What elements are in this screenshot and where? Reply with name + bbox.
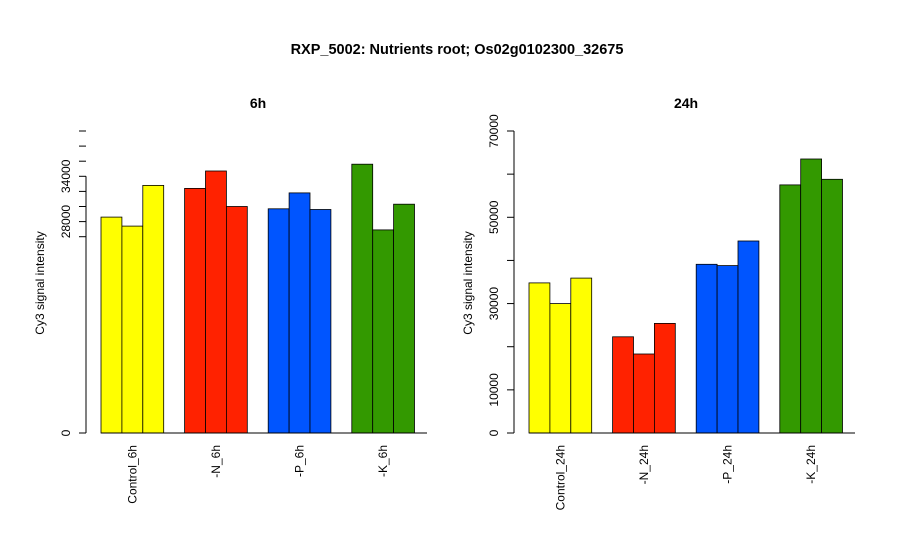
y-tick-label: 28000	[59, 205, 73, 239]
x-tick-label--K_24h: -K_24h	[804, 445, 818, 484]
plot-area-24h: Control_24h -N_24h -P_24h -K_24h 0 10000 30000…	[487, 114, 855, 510]
bar--N_24h-2	[633, 353, 655, 434]
x-tick-label--N_6h: -N_6h	[209, 445, 223, 478]
bar--P_6h-2	[288, 192, 311, 434]
y-tick-label: 0	[487, 429, 501, 436]
bar--P_6h-3	[309, 209, 332, 434]
x-tick-label-Control_6h: Control_6h	[125, 445, 139, 504]
panel-6h: 6h Cy3 signal intensity Control_6h -N_6h -…	[33, 95, 427, 504]
y-axis-label-6h: Cy3 signal intensity	[33, 231, 47, 334]
x-tick-label--K_6h: -K_6h	[376, 445, 390, 477]
bar--K_6h-1	[351, 163, 374, 434]
bar--P_24h-3	[737, 240, 760, 434]
bar-Control_24h-1	[528, 282, 551, 434]
bar--K_24h-1	[779, 184, 802, 434]
y-tick-label: 0	[59, 429, 73, 436]
bar--P_6h-1	[267, 208, 290, 434]
panel-title-6h: 6h	[250, 95, 266, 111]
x-tick-label-Control_24h: Control_24h	[553, 445, 567, 510]
x-tick-label--P_6h: -P_6h	[293, 445, 307, 477]
x-tick-label--P_24h: -P_24h	[721, 445, 735, 484]
panel-title-24h: 24h	[674, 95, 698, 111]
bar--K_24h-2	[800, 158, 823, 434]
bar-Control_6h-3	[142, 184, 165, 434]
bar--N_24h-1	[612, 336, 634, 434]
y-tick-label: 30000	[487, 287, 501, 321]
y-tick-label: 34000	[59, 159, 73, 193]
y-axis-label-24h: Cy3 signal intensity	[461, 231, 475, 334]
panel-24h: 24h Cy3 signal intensity Control_24h -N_2…	[461, 95, 855, 510]
bar--P_24h-2	[716, 265, 739, 434]
bar-Control_24h-3	[570, 277, 593, 434]
bar--K_6h-3	[393, 203, 415, 434]
bar--N_6h-2	[205, 170, 227, 434]
y-tick-label: 70000	[487, 114, 501, 148]
bar--N_24h-3	[654, 322, 676, 434]
bar-Control_6h-1	[100, 216, 123, 434]
plot-area-6h: Control_6h -N_6h -P_6h -K_6h 0 28000 34000	[59, 130, 427, 504]
y-tick-label: 50000	[487, 200, 501, 234]
y-tick-label: 10000	[487, 373, 501, 407]
bar--N_6h-1	[184, 187, 206, 434]
bar--K_24h-3	[821, 178, 843, 434]
bar-Control_6h-2	[121, 225, 144, 434]
bar--N_6h-3	[225, 206, 248, 434]
bar--P_24h-1	[695, 263, 718, 434]
x-tick-label--N_24h: -N_24h	[637, 445, 651, 484]
figure-title: RXP_5002: Nutrients root; Os02g0102300_3…	[291, 42, 624, 58]
bar-Control_24h-2	[549, 303, 572, 434]
bar--K_6h-2	[372, 229, 395, 434]
